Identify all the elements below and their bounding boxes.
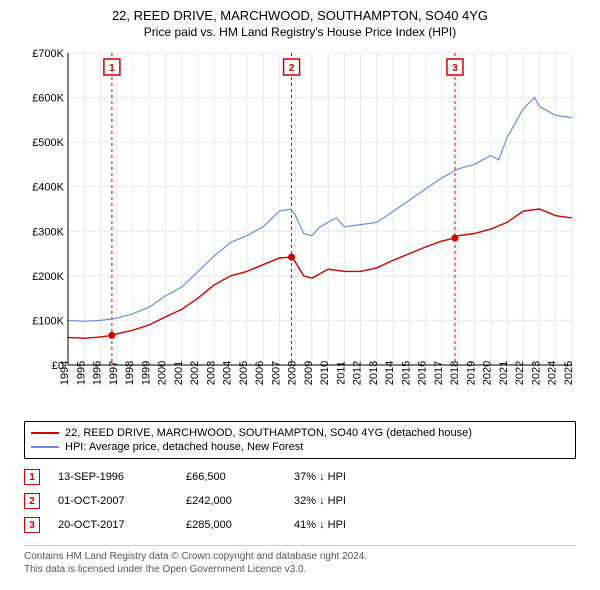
xtick-label: 2014 xyxy=(384,361,396,385)
xtick-label: 2009 xyxy=(303,361,315,385)
xtick-label: 1994 xyxy=(59,361,71,385)
xtick-label: 1996 xyxy=(92,361,104,385)
xtick-label: 2015 xyxy=(400,361,412,385)
events-table: 1 13-SEP-1996 £66,500 37% ↓ HPI 2 01-OCT-2007… xyxy=(24,465,576,537)
event-marker: 3 xyxy=(24,517,40,533)
legend-swatch xyxy=(31,432,59,434)
xtick-label: 2008 xyxy=(287,361,299,385)
xtick-label: 2021 xyxy=(498,361,510,385)
event-row: 1 13-SEP-1996 £66,500 37% ↓ HPI xyxy=(24,465,576,489)
xtick-label: 2025 xyxy=(563,361,575,385)
xtick-label: 2002 xyxy=(189,361,201,385)
xtick-label: 2023 xyxy=(530,361,542,385)
ytick-label: £600K xyxy=(32,93,64,105)
footer: Contains HM Land Registry data © Crown c… xyxy=(24,545,576,576)
xtick-label: 2024 xyxy=(547,361,559,385)
footer-line-2: This data is licensed under the Open Gov… xyxy=(24,563,576,576)
xtick-label: 2000 xyxy=(157,361,169,385)
legend: 22, REED DRIVE, MARCHWOOD, SOUTHAMPTON, … xyxy=(24,421,576,459)
xtick-label: 1999 xyxy=(140,361,152,385)
event-marker: 2 xyxy=(24,493,40,509)
event-diff: 32% ↓ HPI xyxy=(294,495,384,507)
xtick-label: 2007 xyxy=(270,361,282,385)
event-price: £242,000 xyxy=(186,495,276,507)
xtick-label: 2018 xyxy=(449,361,461,385)
xtick-label: 2006 xyxy=(254,361,266,385)
xtick-label: 2022 xyxy=(514,361,526,385)
event-price: £285,000 xyxy=(186,519,276,531)
event-date: 13-SEP-1996 xyxy=(58,471,168,483)
ytick-label: £200K xyxy=(32,271,64,283)
event-marker-number: 1 xyxy=(109,63,115,74)
xtick-label: 2017 xyxy=(433,361,445,385)
event-diff: 37% ↓ HPI xyxy=(294,471,384,483)
xtick-label: 2004 xyxy=(222,361,234,385)
xtick-label: 2020 xyxy=(482,361,494,385)
xtick-label: 1995 xyxy=(75,361,87,385)
xtick-label: 2005 xyxy=(238,361,250,385)
legend-label: HPI: Average price, detached house, New … xyxy=(65,441,303,453)
chart-subtitle: Price paid vs. HM Land Registry's House … xyxy=(0,23,600,45)
event-diff: 41% ↓ HPI xyxy=(294,519,384,531)
xtick-label: 2019 xyxy=(465,361,477,385)
event-date: 20-OCT-2017 xyxy=(58,519,168,531)
legend-label: 22, REED DRIVE, MARCHWOOD, SOUTHAMPTON, … xyxy=(65,427,472,439)
event-marker-number: 3 xyxy=(452,63,458,74)
ytick-label: £300K xyxy=(32,226,64,238)
event-price: £66,500 xyxy=(186,471,276,483)
legend-swatch xyxy=(31,446,59,448)
ytick-label: £700K xyxy=(32,48,64,60)
event-row: 3 20-OCT-2017 £285,000 41% ↓ HPI xyxy=(24,513,576,537)
chart-title: 22, REED DRIVE, MARCHWOOD, SOUTHAMPTON, … xyxy=(0,0,600,23)
chart-area: £0£100K£200K£300K£400K£500K£600K£700K199… xyxy=(20,45,580,415)
footer-line-1: Contains HM Land Registry data © Crown c… xyxy=(24,550,576,563)
event-marker: 1 xyxy=(24,469,40,485)
ytick-label: £400K xyxy=(32,182,64,194)
xtick-label: 2013 xyxy=(368,361,380,385)
page: 22, REED DRIVE, MARCHWOOD, SOUTHAMPTON, … xyxy=(0,0,600,590)
ytick-label: £100K xyxy=(32,315,64,327)
plot-background xyxy=(68,53,572,365)
event-row: 2 01-OCT-2007 £242,000 32% ↓ HPI xyxy=(24,489,576,513)
xtick-label: 1998 xyxy=(124,361,136,385)
event-date: 01-OCT-2007 xyxy=(58,495,168,507)
legend-row: 22, REED DRIVE, MARCHWOOD, SOUTHAMPTON, … xyxy=(31,426,569,440)
event-marker-number: 2 xyxy=(289,63,295,74)
line-chart: £0£100K£200K£300K£400K£500K£600K£700K199… xyxy=(20,45,580,415)
xtick-label: 2012 xyxy=(352,361,364,385)
xtick-label: 2010 xyxy=(319,361,331,385)
legend-row: HPI: Average price, detached house, New … xyxy=(31,440,569,454)
ytick-label: £500K xyxy=(32,137,64,149)
xtick-label: 2001 xyxy=(173,361,185,385)
xtick-label: 2003 xyxy=(205,361,217,385)
xtick-label: 2016 xyxy=(417,361,429,385)
xtick-label: 1997 xyxy=(108,361,120,385)
